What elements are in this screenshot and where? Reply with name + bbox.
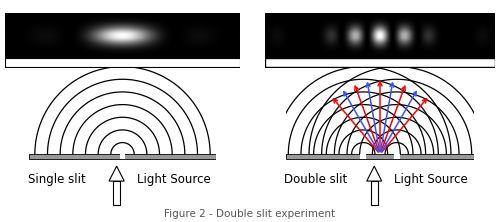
Bar — [120, 154, 126, 159]
Bar — [360, 154, 366, 159]
Text: Light Source: Light Source — [138, 173, 211, 186]
Bar — [29, 154, 216, 159]
Polygon shape — [109, 166, 124, 181]
Bar — [394, 154, 400, 159]
Bar — [371, 181, 378, 206]
Text: Figure 2 - Double slit experiment: Figure 2 - Double slit experiment — [164, 209, 336, 219]
Bar — [286, 154, 474, 159]
Bar — [113, 181, 120, 206]
Text: Light Source: Light Source — [394, 173, 468, 186]
Text: Single slit: Single slit — [28, 173, 86, 186]
Text: Double slit: Double slit — [284, 173, 347, 186]
Bar — [394, 154, 400, 159]
Bar — [360, 154, 366, 159]
Bar — [120, 154, 126, 159]
Polygon shape — [367, 166, 382, 181]
